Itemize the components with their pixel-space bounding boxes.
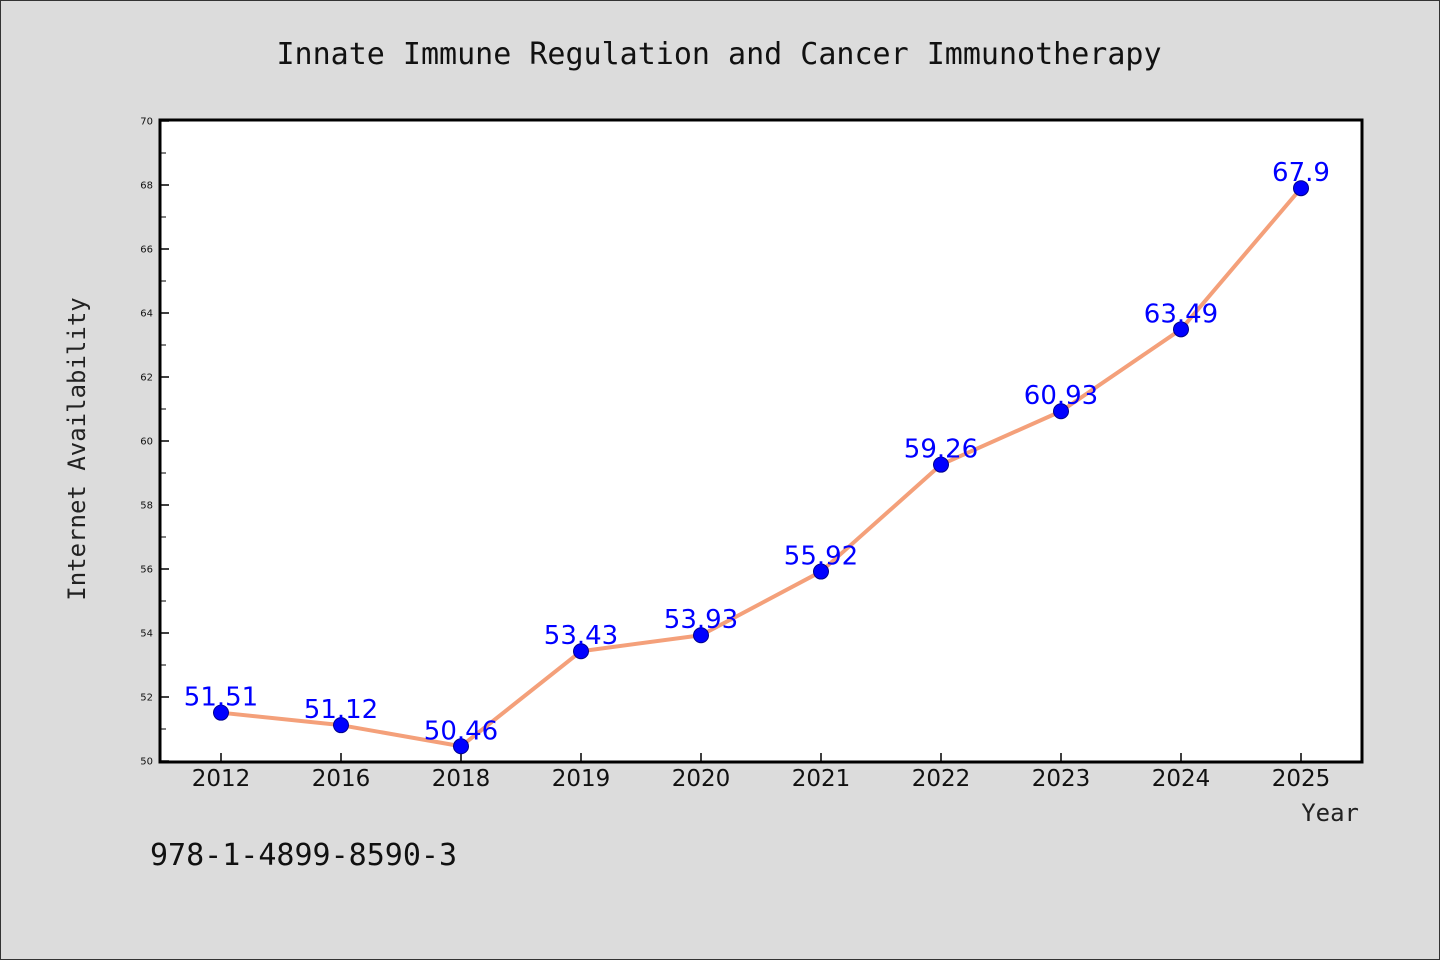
x-tick-label: 2019 bbox=[552, 766, 611, 792]
data-label: 59.26 bbox=[904, 435, 978, 465]
series-line bbox=[220, 186, 1303, 749]
y-tick-label: 58 bbox=[140, 501, 153, 512]
x-tick-label: 2022 bbox=[912, 766, 971, 792]
data-point bbox=[333, 717, 349, 734]
isbn-text: 978-1-4899-8590-3 bbox=[150, 838, 457, 873]
x-tick-label: 2025 bbox=[1272, 766, 1331, 792]
y-tick-label: 68 bbox=[140, 181, 153, 192]
x-tick-label: 2024 bbox=[1152, 766, 1211, 792]
data-label: 53.43 bbox=[544, 621, 618, 651]
data-label: 50.46 bbox=[424, 716, 498, 746]
data-point bbox=[933, 456, 949, 473]
y-tick-label: 62 bbox=[140, 373, 153, 384]
data-label: 60.93 bbox=[1024, 381, 1098, 411]
x-tick-label: 2018 bbox=[432, 766, 491, 792]
y-tick-label: 50 bbox=[140, 757, 153, 768]
plot-area bbox=[158, 118, 1364, 764]
x-tick-label: 2012 bbox=[192, 766, 251, 792]
data-point bbox=[213, 704, 229, 721]
data-label: 53.93 bbox=[664, 605, 738, 635]
data-label: 51.12 bbox=[304, 695, 378, 725]
data-label: 55.92 bbox=[784, 542, 858, 572]
y-axis-label: Internet Availability bbox=[63, 297, 91, 600]
y-tick-label: 52 bbox=[140, 693, 153, 704]
x-tick-label: 2023 bbox=[1032, 766, 1091, 792]
data-label: 63.49 bbox=[1144, 299, 1218, 329]
x-tick-label: 2020 bbox=[672, 766, 731, 792]
x-axis-ticks: 2012 2016 2018 2019 2020 2021 2022 2023 2024 2025 bbox=[192, 753, 1331, 792]
data-point bbox=[573, 643, 589, 660]
x-tick-label: 2016 bbox=[312, 766, 371, 792]
data-point bbox=[1293, 180, 1309, 197]
y-axis-ticks: 50 52 54 56 58 60 62 64 66 68 70 bbox=[140, 117, 169, 768]
data-labels: 51.51 51.12 50.46 53.43 53.93 55.92 59.26 60.93… bbox=[184, 158, 1330, 746]
series-markers bbox=[213, 180, 1309, 755]
data-point bbox=[813, 563, 829, 580]
data-point bbox=[1173, 321, 1189, 338]
x-tick-label: 2021 bbox=[792, 766, 851, 792]
data-point bbox=[453, 738, 469, 755]
y-tick-label: 70 bbox=[140, 117, 153, 128]
y-tick-label: 64 bbox=[140, 309, 153, 320]
data-label: 51.51 bbox=[184, 683, 258, 713]
y-tick-label: 60 bbox=[140, 437, 153, 448]
chart-title: Innate Immune Regulation and Cancer Immu… bbox=[276, 37, 1161, 72]
y-tick-label: 56 bbox=[140, 565, 153, 576]
data-point bbox=[1053, 403, 1069, 420]
data-point bbox=[693, 627, 709, 644]
x-axis-label: Year bbox=[1301, 799, 1359, 827]
data-label: 67.9 bbox=[1272, 158, 1330, 188]
y-tick-label: 54 bbox=[140, 629, 153, 640]
y-tick-label: 66 bbox=[140, 245, 153, 256]
